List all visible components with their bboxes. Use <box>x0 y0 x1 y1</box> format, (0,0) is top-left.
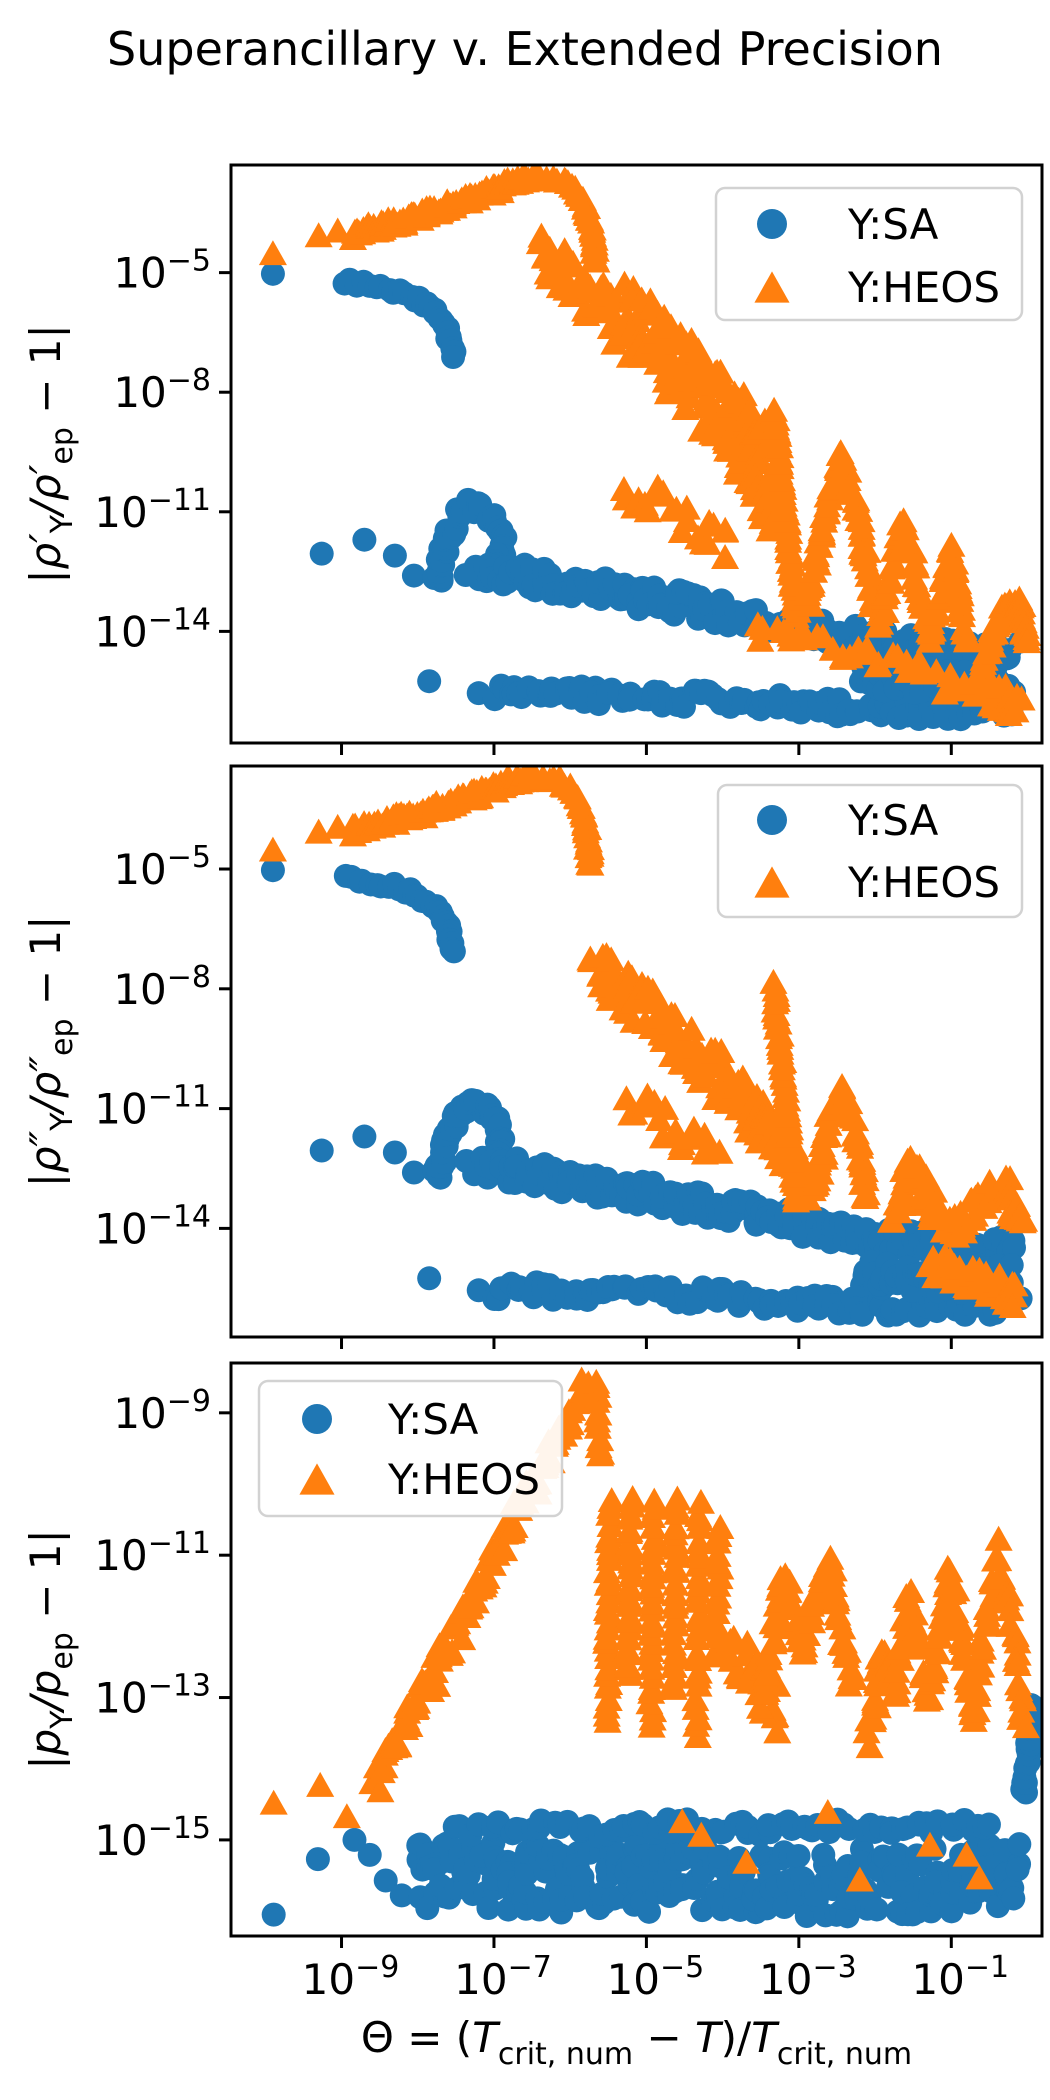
y-tick-label: 10−8 <box>113 960 211 1014</box>
figure-title: Superancillary v. Extended Precision <box>107 22 943 76</box>
y-axis-label: |pY/pep − 1| <box>21 1529 80 1769</box>
y-tick-label: 10−8 <box>113 363 211 417</box>
legend-label: Y:HEOS <box>847 263 1000 312</box>
legend: Y:SA Y:HEOS <box>716 783 1024 919</box>
y-tick-label: 10−11 <box>94 483 211 537</box>
x-tick-label: 10−7 <box>454 1950 552 2004</box>
legend-box <box>257 1379 564 1518</box>
x-tick-label: 10−3 <box>759 1950 857 2004</box>
scatter-area <box>258 165 1042 732</box>
tick-marks <box>219 271 953 755</box>
legend-entry-heos: Y:HEOS <box>754 858 1000 907</box>
legend-box <box>714 186 1024 322</box>
x-tick-label: 10−1 <box>911 1950 1009 2004</box>
legend-label: Y:SA <box>847 796 939 845</box>
tick-marks <box>219 1411 953 1948</box>
legend-label: Y:HEOS <box>847 858 1000 907</box>
legend-entry-sa: Y:SA <box>757 796 939 845</box>
y-tick-label: 10−5 <box>113 840 211 894</box>
scatter-area <box>258 766 1039 1328</box>
x-tick-label: 10−5 <box>607 1950 705 2004</box>
legend: Y:SA Y:HEOS <box>714 186 1024 322</box>
series-heos <box>259 1366 1040 1892</box>
subplot-rho-vapor: 10−5 10−8 10−11 10−14 |ρ″Y/ρ″ep − 1| <box>21 764 1044 1349</box>
plot-frame <box>229 1361 1044 1938</box>
y-tick-label: 10−9 <box>113 1384 211 1438</box>
y-tick-label: 10−14 <box>94 1199 211 1253</box>
legend-label: Y:HEOS <box>387 1455 540 1504</box>
y-tick-label: 10−13 <box>94 1669 211 1723</box>
y-tick-label: 10−14 <box>94 602 211 656</box>
tick-marks <box>219 867 953 1349</box>
series-sa <box>261 1693 1042 1929</box>
legend-entry-sa: Y:SA <box>757 200 939 249</box>
legend: Y:SA Y:HEOS <box>257 1379 564 1518</box>
x-tick-label: 10−9 <box>302 1950 400 2004</box>
y-axis-label: |ρ″Y/ρ″ep − 1| <box>21 916 80 1188</box>
y-tick-label: 10−11 <box>94 1080 211 1134</box>
legend-entry-sa: Y:SA <box>302 1395 479 1444</box>
series-heos <box>258 766 1039 1319</box>
legend-box <box>716 783 1024 919</box>
legend-label: Y:SA <box>847 200 939 249</box>
series-heos <box>258 165 1042 726</box>
y-axis-label: |ρ′Y/ρ′ep − 1| <box>21 324 80 583</box>
series-sa <box>260 858 1033 1328</box>
plot-frame <box>229 764 1044 1339</box>
y-tick-label: 10−11 <box>94 1526 211 1580</box>
subplot-pressure: 10−9 10−7 10−5 10−3 10−1 10−9 10−11 10−13 10−15 |… <box>21 1361 1044 2004</box>
y-tick-label: 10−5 <box>113 244 211 298</box>
legend-entry-heos: Y:HEOS <box>754 263 1000 312</box>
legend-entry-heos: Y:HEOS <box>299 1455 540 1504</box>
legend-label: Y:SA <box>387 1395 479 1444</box>
subplot-rho-liquid: 10−5 10−8 10−11 10−14 |ρ′Y/ρ′ep − 1| <box>21 163 1044 755</box>
plot-frame <box>229 163 1044 745</box>
scatter-area <box>259 1366 1042 1929</box>
y-tick-label: 10−15 <box>94 1811 211 1865</box>
x-axis-label: Θ = (Tcrit, num − T)/Tcrit, num <box>361 2013 912 2072</box>
